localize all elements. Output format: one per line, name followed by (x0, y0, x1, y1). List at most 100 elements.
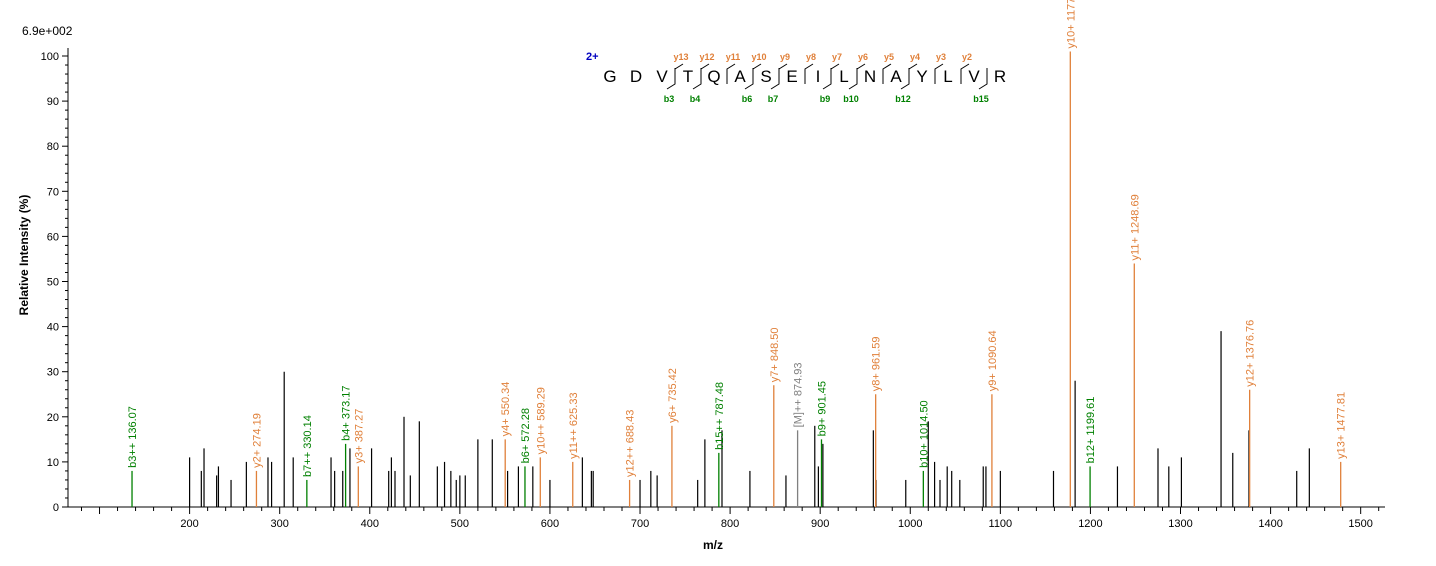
sequence-residue: Q (707, 67, 720, 86)
y-tick-label: 50 (47, 277, 59, 289)
y-tick-label: 60 (47, 231, 59, 243)
peak-label: y2+ 274.19 (251, 413, 263, 468)
peak-label: y4+ 550.34 (500, 382, 512, 437)
y-tick-label: 70 (47, 186, 59, 198)
peak-label: y8+ 961.59 (871, 337, 883, 392)
peak-labels: b3++ 136.07 y2+ 274.19 b7++ 330.14 b4+ 373.… (127, 0, 1348, 477)
b-ion-bracket (744, 68, 754, 90)
x-tick-label: 800 (721, 518, 739, 530)
x-tick-label: 1500 (1348, 518, 1372, 530)
b-ion-bracket (692, 68, 702, 90)
peak-label: y11++ 625.33 (568, 392, 580, 458)
peak-label: b12+ 1199.61 (1085, 397, 1097, 464)
peak-label: y11+ 1248.69 (1129, 194, 1141, 260)
b-ion-bracket (978, 68, 988, 90)
y-tick-label: 100 (41, 51, 59, 63)
sequence-residue: D (630, 67, 642, 86)
y-ion-label: y4 (910, 52, 920, 62)
peaks (131, 51, 1342, 507)
peak-label: y13+ 1477.81 (1336, 392, 1348, 459)
peak-label: y10++ 589.29 (535, 387, 547, 454)
y-ion-bracket (882, 63, 892, 84)
sequence-residue: A (890, 67, 902, 86)
x-tick-label: 900 (811, 518, 829, 530)
sequence-residue: S (760, 67, 771, 86)
y-tick-label: 30 (47, 367, 59, 379)
y-ion-label: y2 (962, 52, 972, 62)
y-ion-label: y6 (858, 52, 868, 62)
sequence-residue: N (864, 67, 876, 86)
x-tick-label: 1200 (1078, 518, 1102, 530)
y-tick-label: 80 (47, 141, 59, 153)
peak-label: y7+ 848.50 (769, 327, 781, 382)
b-ion-bracket (900, 68, 910, 90)
b-ion-bracket (770, 68, 780, 90)
b-ion-bracket (848, 68, 858, 90)
peak-label: b15++ 787.48 (714, 382, 726, 450)
y-ion-label: y11 (726, 52, 741, 62)
peak-label: y6+ 735.42 (667, 368, 679, 423)
b-ion-label: b15 (973, 94, 989, 104)
y-ion-label: y9 (780, 52, 790, 62)
b-ion-bracket (666, 68, 676, 90)
sequence-residue: L (839, 67, 848, 86)
axes: 200 300 400 500 600 700 800 900 1000 1100 1200 1300… (41, 48, 1385, 530)
y-ion-label: y12 (699, 52, 714, 62)
b-ion-label: b12 (895, 94, 911, 104)
b-ion-bracket (822, 68, 832, 90)
sequence-residue: A (734, 67, 746, 86)
y-ion-label: y5 (884, 52, 894, 62)
b-ion-label: b7 (768, 94, 779, 104)
x-tick-label: 300 (271, 518, 289, 530)
y-ion-bracket (830, 63, 840, 84)
peak-label: b3++ 136.07 (127, 406, 139, 468)
peak-label: b9+ 901.45 (816, 381, 828, 436)
y-ion-label: y8 (806, 52, 816, 62)
y-ion-label: y10 (751, 52, 766, 62)
sequence-residue: V (968, 67, 980, 86)
x-tick-label: 1400 (1258, 518, 1282, 530)
y-ion-label: y7 (832, 52, 842, 62)
b-ion-label: b9 (820, 94, 831, 104)
b-ion-label: b4 (690, 94, 701, 104)
b-ion-label: b10 (843, 94, 859, 104)
b-ion-label: b3 (664, 94, 675, 104)
peak-label: b4+ 373.17 (341, 385, 353, 440)
sequence-residue: G (603, 67, 616, 86)
x-axis-title: m/z (703, 538, 723, 552)
sequence-residue: Y (916, 67, 927, 86)
x-tick-label: 400 (361, 518, 379, 530)
y-tick-label: 40 (47, 322, 59, 334)
sequence-residue: L (943, 67, 952, 86)
peak-label: y9+ 1090.64 (987, 330, 999, 391)
charge-state-label: 2+ (586, 51, 599, 63)
y-ion-bracket (674, 63, 684, 84)
sequence-residue: V (656, 67, 668, 86)
sequence-residue: I (816, 67, 821, 86)
peak-label: y12++ 688.43 (625, 410, 637, 477)
y-ion-label: y3 (936, 52, 946, 62)
peak-label: b7++ 330.14 (302, 415, 314, 477)
y-ion-bracket (960, 63, 970, 84)
y-ion-bracket (804, 63, 814, 84)
y-ion-label: y13 (673, 52, 688, 62)
b-ion-label: b6 (742, 94, 753, 104)
y-tick-label: 90 (47, 96, 59, 108)
peak-label: y10+ 1177.66 (1065, 0, 1077, 48)
y-ion-bracket (934, 63, 944, 84)
y-axis-title: Relative Intensity (%) (17, 195, 31, 316)
y-tick-label: 20 (47, 412, 59, 424)
x-tick-label: 200 (180, 518, 198, 530)
x-tick-label: 1100 (989, 518, 1013, 530)
intensity-scale-label: 6.9e+002 (22, 24, 73, 38)
peak-label: y3+ 387.27 (353, 409, 365, 464)
x-tick-label: 1300 (1168, 518, 1192, 530)
y-ion-bracket (726, 63, 736, 84)
sequence-residue: E (786, 67, 797, 86)
peak-label: b6+ 572.28 (520, 408, 532, 463)
sequence-residue: T (683, 67, 693, 86)
x-tick-label: 500 (451, 518, 469, 530)
peak-label: b10+ 1014.50 (918, 400, 930, 468)
